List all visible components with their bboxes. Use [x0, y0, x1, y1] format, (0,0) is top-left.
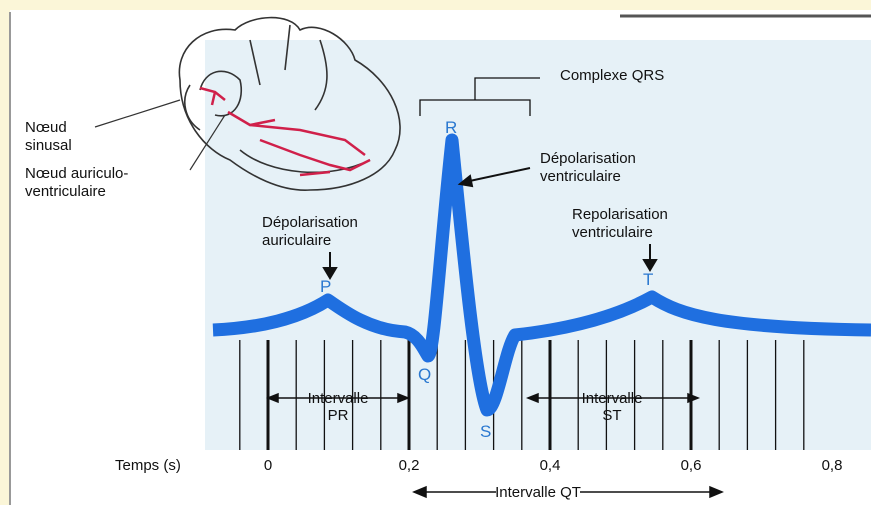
conduction-path: [199, 86, 371, 177]
time-tick-label: 0,8: [822, 457, 843, 474]
label-line: Dépolarisation: [540, 150, 636, 167]
time-tick-label: 0: [264, 457, 272, 474]
label-line: ventriculaire: [25, 183, 106, 200]
label-line: Nœud auriculo-: [25, 165, 128, 182]
interval-label: ST: [602, 407, 621, 424]
qrs-bracket: [419, 77, 540, 116]
time-tick-label: 0,2: [399, 457, 420, 474]
interval-label: Intervalle: [308, 390, 369, 407]
heart: [178, 16, 401, 191]
time-tick-label: 0,6: [681, 457, 702, 474]
r-label: R: [445, 118, 457, 137]
interval-label: PR: [328, 407, 349, 424]
ecg-trace: [212, 133, 871, 417]
label-line: Nœud: [25, 119, 67, 136]
interval-label: Intervalle QT: [495, 484, 581, 501]
label-line: ventriculaire: [572, 224, 653, 241]
label-line: sinusal: [25, 137, 72, 154]
arrows: [322, 167, 658, 280]
interval-label: Intervalle: [582, 390, 643, 407]
label-line: Repolarisation: [572, 206, 668, 223]
label-line: Dépolarisation: [262, 214, 358, 231]
t-label: T: [643, 270, 653, 289]
q-label: Q: [418, 365, 431, 384]
label-line: auriculaire: [262, 232, 331, 249]
time-tick-label: 0,4: [540, 457, 561, 474]
leader: [189, 114, 226, 171]
leader: [94, 99, 181, 128]
axis-label: Temps (s): [115, 457, 181, 474]
qt-label-bg: [496, 482, 580, 502]
qrs-label: Complexe QRS: [560, 67, 664, 84]
label-line: ventriculaire: [540, 168, 621, 185]
s-label: S: [480, 422, 491, 441]
p-label: P: [320, 277, 331, 296]
